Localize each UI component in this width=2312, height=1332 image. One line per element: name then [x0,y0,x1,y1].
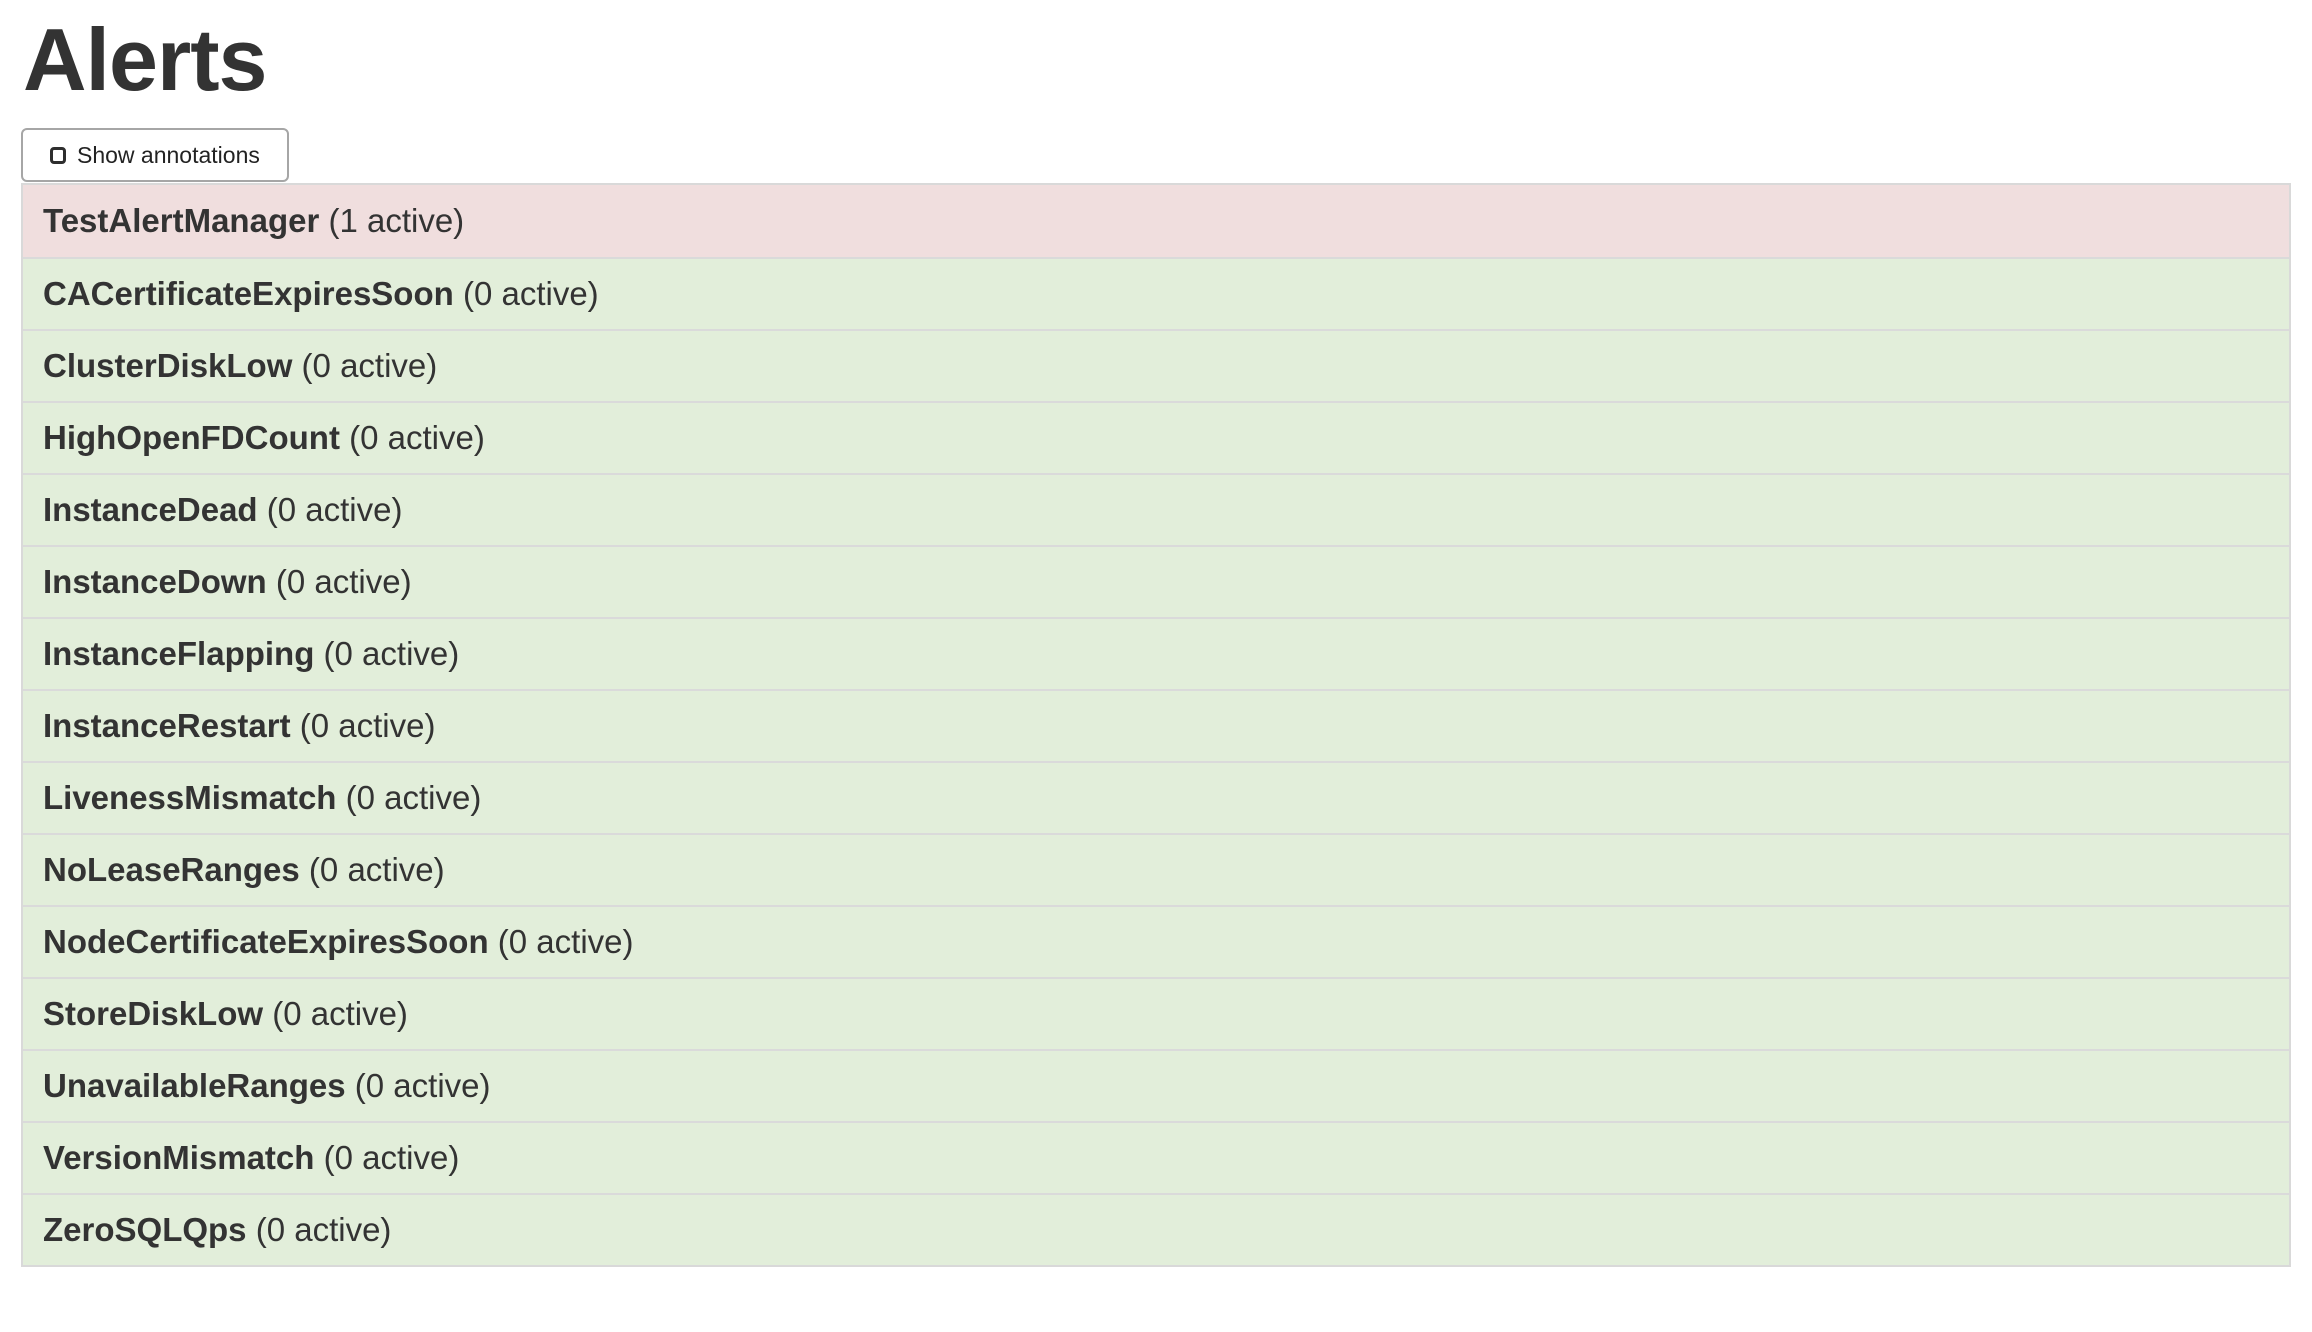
alert-active-count: (1 active) [319,202,465,240]
alert-active-count: (0 active) [314,1139,460,1177]
alert-name: NodeCertificateExpiresSoon [43,923,489,961]
alerts-page: Alerts Show annotations TestAlertManager… [0,10,2312,1268]
alert-row[interactable]: CACertificateExpiresSoon (0 active) [23,257,2289,330]
alert-name: InstanceRestart [43,707,291,745]
alert-row[interactable]: StoreDiskLow (0 active) [23,977,2289,1050]
alert-name: UnavailableRanges [43,1067,346,1105]
alert-row[interactable]: NoLeaseRanges (0 active) [23,833,2289,906]
alert-row[interactable]: HighOpenFDCount (0 active) [23,401,2289,474]
alert-row[interactable]: InstanceDown (0 active) [23,545,2289,618]
alert-name: InstanceDead [43,491,258,529]
alerts-list: TestAlertManager (1 active) CACertificat… [21,183,2291,1268]
alert-name: LivenessMismatch [43,779,337,817]
alert-row[interactable]: LivenessMismatch (0 active) [23,761,2289,834]
alert-active-count: (0 active) [336,779,482,817]
alert-active-count: (0 active) [257,491,403,529]
alert-name: ClusterDiskLow [43,347,293,385]
alert-active-count: (0 active) [290,707,436,745]
alert-active-count: (0 active) [345,1067,491,1105]
alert-row[interactable]: InstanceFlapping (0 active) [23,617,2289,690]
alert-row[interactable]: ClusterDiskLow (0 active) [23,329,2289,402]
alert-row[interactable]: UnavailableRanges (0 active) [23,1049,2289,1122]
page-title: Alerts [23,10,267,109]
alert-row[interactable]: VersionMismatch (0 active) [23,1121,2289,1194]
alert-name: VersionMismatch [43,1139,315,1177]
alert-name: TestAlertManager [43,202,320,240]
alert-row[interactable]: NodeCertificateExpiresSoon (0 active) [23,905,2289,978]
show-annotations-label: Show annotations [77,141,260,168]
alert-name: HighOpenFDCount [43,419,340,457]
alert-active-count: (0 active) [488,923,634,961]
alert-active-count: (0 active) [453,275,599,313]
alert-row[interactable]: TestAlertManager (1 active) [23,185,2289,258]
alert-name: InstanceDown [43,563,267,601]
alert-name: NoLeaseRanges [43,851,300,889]
alert-row[interactable]: InstanceRestart (0 active) [23,689,2289,762]
alert-active-count: (0 active) [263,995,408,1033]
show-annotations-button[interactable]: Show annotations [21,128,289,183]
alert-active-count: (0 active) [266,563,412,601]
alert-active-count: (0 active) [246,1211,392,1249]
alert-active-count: (0 active) [314,635,460,673]
alert-row[interactable]: ZeroSQLQps (0 active) [23,1193,2289,1266]
alert-active-count: (0 active) [292,347,438,385]
alert-name: InstanceFlapping [43,635,315,673]
alert-name: CACertificateExpiresSoon [43,275,454,313]
alert-row[interactable]: InstanceDead (0 active) [23,473,2289,546]
alert-active-count: (0 active) [299,851,445,889]
alert-name: ZeroSQLQps [43,1211,247,1249]
alert-active-count: (0 active) [339,419,485,457]
checkbox-icon[interactable] [50,146,66,164]
alert-name: StoreDiskLow [43,995,264,1033]
